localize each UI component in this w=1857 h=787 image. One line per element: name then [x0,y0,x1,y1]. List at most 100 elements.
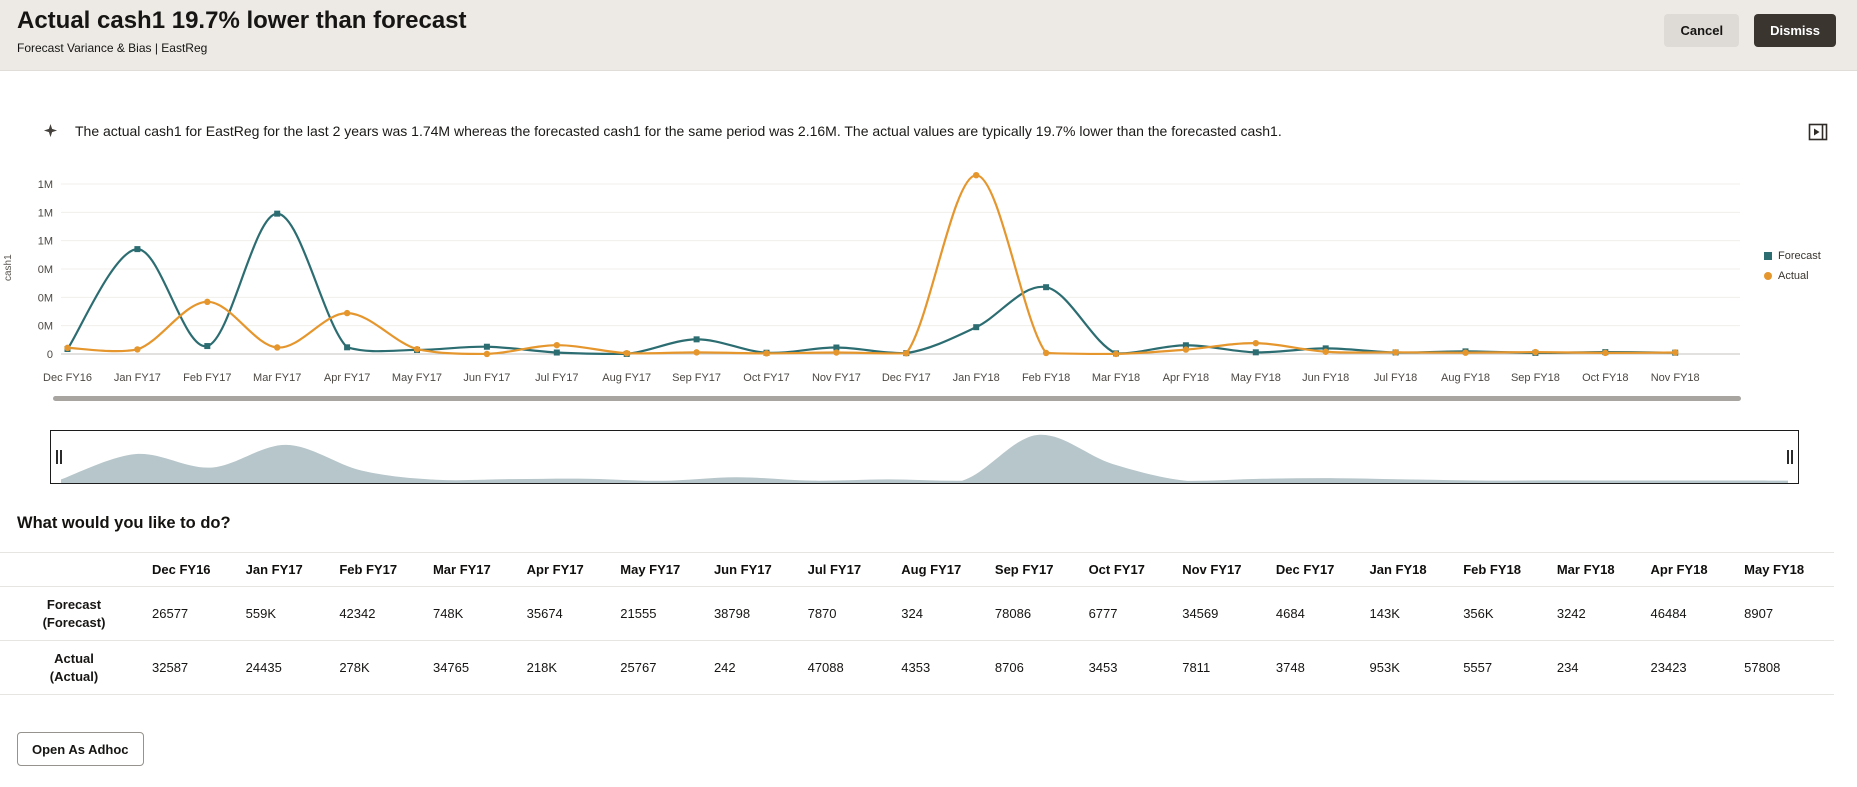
y-axis-tick-label: 0M [38,321,53,333]
table-row: Forecast (Forecast) 26577 559K 42342 748K 3567… [0,586,1834,642]
chart-horizontal-scrollbar[interactable] [53,396,1741,401]
table-cell: 5557 [1459,640,1553,696]
x-axis-tick-label: Nov FY17 [812,372,861,384]
data-point-forecast[interactable] [973,324,980,331]
table-cell: 26577 [148,586,242,642]
legend-marker-icon [1764,252,1772,260]
table-cell: 57808 [1740,640,1834,696]
table-cell: 34765 [428,640,523,696]
legend-label: Forecast [1778,250,1821,262]
table-cell: 35674 [522,586,617,642]
x-axis-tick-label: Aug FY17 [602,372,651,384]
data-point-actual[interactable] [1182,346,1190,353]
x-axis-tick-label: May FY18 [1231,372,1281,384]
data-point-actual[interactable] [973,171,980,179]
data-point-forecast[interactable] [1252,349,1259,356]
data-point-forecast[interactable] [833,344,840,351]
table-column-header: Nov FY17 [1178,552,1272,587]
legend-item-actual[interactable]: Actual [1764,270,1821,282]
table-column-header: Jan FY17 [241,552,336,587]
data-point-actual[interactable] [1532,348,1539,356]
table-cell: 356K [1459,586,1553,642]
line-chart-canvas[interactable]: 0 0M 0M 0M 1M 1M 1M Dec FY16 Jan FY17 Feb FY17 Mar… [29,166,1789,401]
table-cell: 3242 [1552,586,1647,642]
legend-item-forecast[interactable]: Forecast [1764,250,1821,262]
brush-handle-right[interactable] [1786,450,1794,464]
data-point-forecast[interactable] [204,343,211,350]
table-column-header: Sep FY17 [990,552,1085,587]
data-point-actual[interactable] [553,341,560,349]
variance-line-chart[interactable]: cash1 0 0M 0M 0M 1M 1M 1M Dec FY16 Jan FY17 Feb F… [0,166,1857,416]
data-point-actual[interactable] [483,350,491,358]
table-cell: 23423 [1646,640,1741,696]
table-column-header: Feb FY18 [1459,552,1553,587]
data-point-actual[interactable] [1392,349,1399,356]
data-point-actual[interactable] [134,346,141,353]
y-axis-tick-label: 0M [38,292,53,304]
table-column-header: Mar FY17 [428,552,523,587]
data-point-forecast[interactable] [1182,342,1189,349]
data-point-actual[interactable] [903,350,910,357]
data-point-forecast[interactable] [134,246,141,253]
table-cell: 7870 [803,586,898,642]
data-point-forecast[interactable] [553,349,560,356]
table-cell: 42342 [335,586,429,642]
data-point-actual[interactable] [1112,350,1120,358]
cancel-button[interactable]: Cancel [1664,14,1740,47]
table-cell: 34569 [1178,586,1272,642]
data-point-actual[interactable] [1672,349,1679,356]
table-cell: 46484 [1646,586,1741,642]
x-axis-tick-label: Jul FY17 [535,372,578,384]
data-point-forecast[interactable] [483,343,490,350]
header-actions: Cancel Dismiss [1664,14,1836,47]
x-axis-tick-label: Jun FY17 [463,372,510,384]
x-axis-tick-label: Jan FY18 [953,372,1000,384]
data-point-actual[interactable] [413,345,421,353]
data-point-actual[interactable] [1322,348,1329,355]
data-point-forecast[interactable] [1043,284,1050,291]
table-column-header: May FY18 [1740,552,1834,587]
data-point-forecast[interactable] [274,210,281,217]
table-cell: 953K [1365,640,1460,696]
header-bar: Actual cash1 19.7% lower than forecast F… [0,0,1857,71]
expand-panel-icon[interactable] [1807,122,1829,144]
table-cell: 4353 [897,640,991,696]
data-point-forecast[interactable] [1322,345,1329,352]
table-column-header: Dec FY17 [1271,552,1366,587]
legend-marker-icon [1764,272,1772,280]
data-point-actual[interactable] [1252,339,1260,347]
x-axis-tick-label: Feb FY18 [1022,372,1070,384]
brush-area-silhouette [61,434,1788,483]
data-point-actual[interactable] [64,344,71,352]
data-point-actual[interactable] [693,349,700,356]
x-axis-tick-label: Feb FY17 [183,372,231,384]
open-as-adhoc-button[interactable]: Open As Adhoc [17,732,144,766]
table-cell: 4684 [1271,586,1366,642]
data-point-actual[interactable] [623,349,630,357]
data-point-actual[interactable] [763,350,770,357]
data-point-actual[interactable] [1602,349,1609,357]
table-cell: 8706 [990,640,1085,696]
table-cell: 6777 [1084,586,1179,642]
data-point-forecast[interactable] [344,344,351,351]
x-axis-tick-label: Apr FY18 [1163,372,1209,384]
table-cell: 278K [335,640,429,696]
dismiss-button[interactable]: Dismiss [1754,14,1836,47]
x-axis-tick-label: Jun FY18 [1302,372,1349,384]
data-point-actual[interactable] [343,309,351,317]
table-cell: 21555 [616,586,710,642]
data-point-forecast[interactable] [693,336,700,343]
data-point-actual[interactable] [1462,349,1469,356]
insight-summary-row: The actual cash1 for EastReg for the las… [43,122,1787,143]
y-axis-tick-label: 1M [38,207,53,219]
time-range-brush[interactable] [50,430,1799,484]
prompt-heading: What would you like to do? [17,514,231,532]
x-axis-tick-label: Sep FY17 [672,372,721,384]
data-point-actual[interactable] [204,298,211,306]
table-cell: 32587 [148,640,242,696]
table-cell: 47088 [803,640,898,696]
brush-handle-left[interactable] [55,450,63,464]
data-point-actual[interactable] [274,344,281,351]
data-point-actual[interactable] [833,349,840,356]
data-point-actual[interactable] [1042,349,1050,357]
